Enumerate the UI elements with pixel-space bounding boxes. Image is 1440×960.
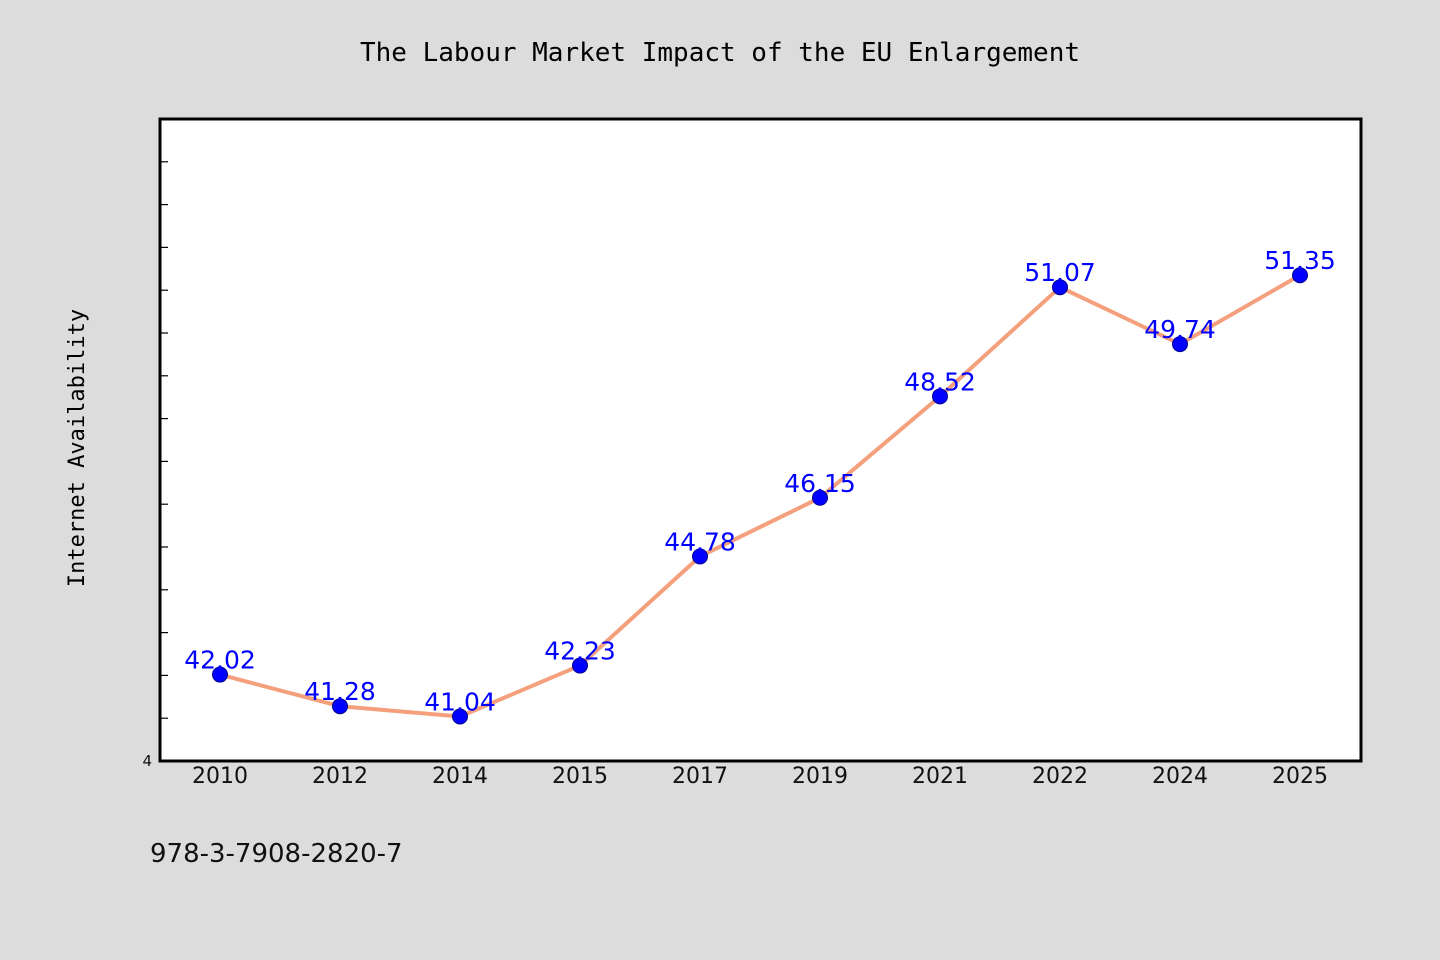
data-label: 41.04 bbox=[424, 687, 496, 716]
data-label: 49.74 bbox=[1144, 315, 1216, 344]
series-line bbox=[218, 273, 1302, 719]
data-point bbox=[932, 388, 948, 405]
plot-area bbox=[158, 117, 1363, 763]
x-tick-label: 2022 bbox=[1032, 764, 1088, 789]
chart-title: The Labour Market Impact of the EU Enlar… bbox=[360, 38, 1080, 68]
data-label: 41.28 bbox=[304, 677, 376, 706]
x-tick-label: 2021 bbox=[912, 764, 968, 789]
y-axis-ticks bbox=[160, 161, 168, 719]
data-labels-group: 42.02 41.28 41.04 42.23 44.78 46.15 48.52 51.07… bbox=[184, 246, 1336, 716]
data-label: 51.07 bbox=[1024, 258, 1096, 287]
data-point bbox=[812, 489, 828, 506]
data-point bbox=[692, 548, 708, 565]
data-point bbox=[332, 698, 348, 715]
x-axis-ticks: 2010 2012 2014 2015 2017 2019 2021 2022 2024 2025 bbox=[192, 764, 1328, 789]
x-tick-label: 2015 bbox=[552, 764, 608, 789]
data-label: 42.23 bbox=[544, 637, 616, 666]
x-tick-label: 2024 bbox=[1152, 764, 1208, 789]
data-point bbox=[212, 666, 228, 683]
data-point bbox=[1052, 279, 1068, 296]
data-label: 48.52 bbox=[904, 367, 976, 396]
data-label: 42.02 bbox=[184, 646, 256, 675]
y-tick-label-min: 4 bbox=[142, 752, 152, 770]
x-tick-label: 2014 bbox=[432, 764, 488, 789]
x-tick-label: 2025 bbox=[1272, 764, 1328, 789]
data-point bbox=[1292, 267, 1308, 284]
isbn-footer: 978-3-7908-2820-7 bbox=[150, 839, 403, 869]
markers-group bbox=[212, 267, 1308, 725]
data-label: 46.15 bbox=[784, 469, 856, 498]
x-tick-label: 2017 bbox=[672, 764, 728, 789]
data-label: 44.78 bbox=[664, 527, 736, 556]
data-point bbox=[572, 657, 588, 674]
data-label: 51.35 bbox=[1264, 246, 1336, 275]
data-point bbox=[452, 708, 468, 725]
data-point bbox=[1172, 336, 1188, 353]
y-axis-label: Internet Availability bbox=[65, 309, 90, 587]
x-tick-label: 2019 bbox=[792, 764, 848, 789]
series-line-group bbox=[218, 273, 1302, 719]
x-tick-label: 2012 bbox=[312, 764, 368, 789]
x-tick-label: 2010 bbox=[192, 764, 248, 789]
